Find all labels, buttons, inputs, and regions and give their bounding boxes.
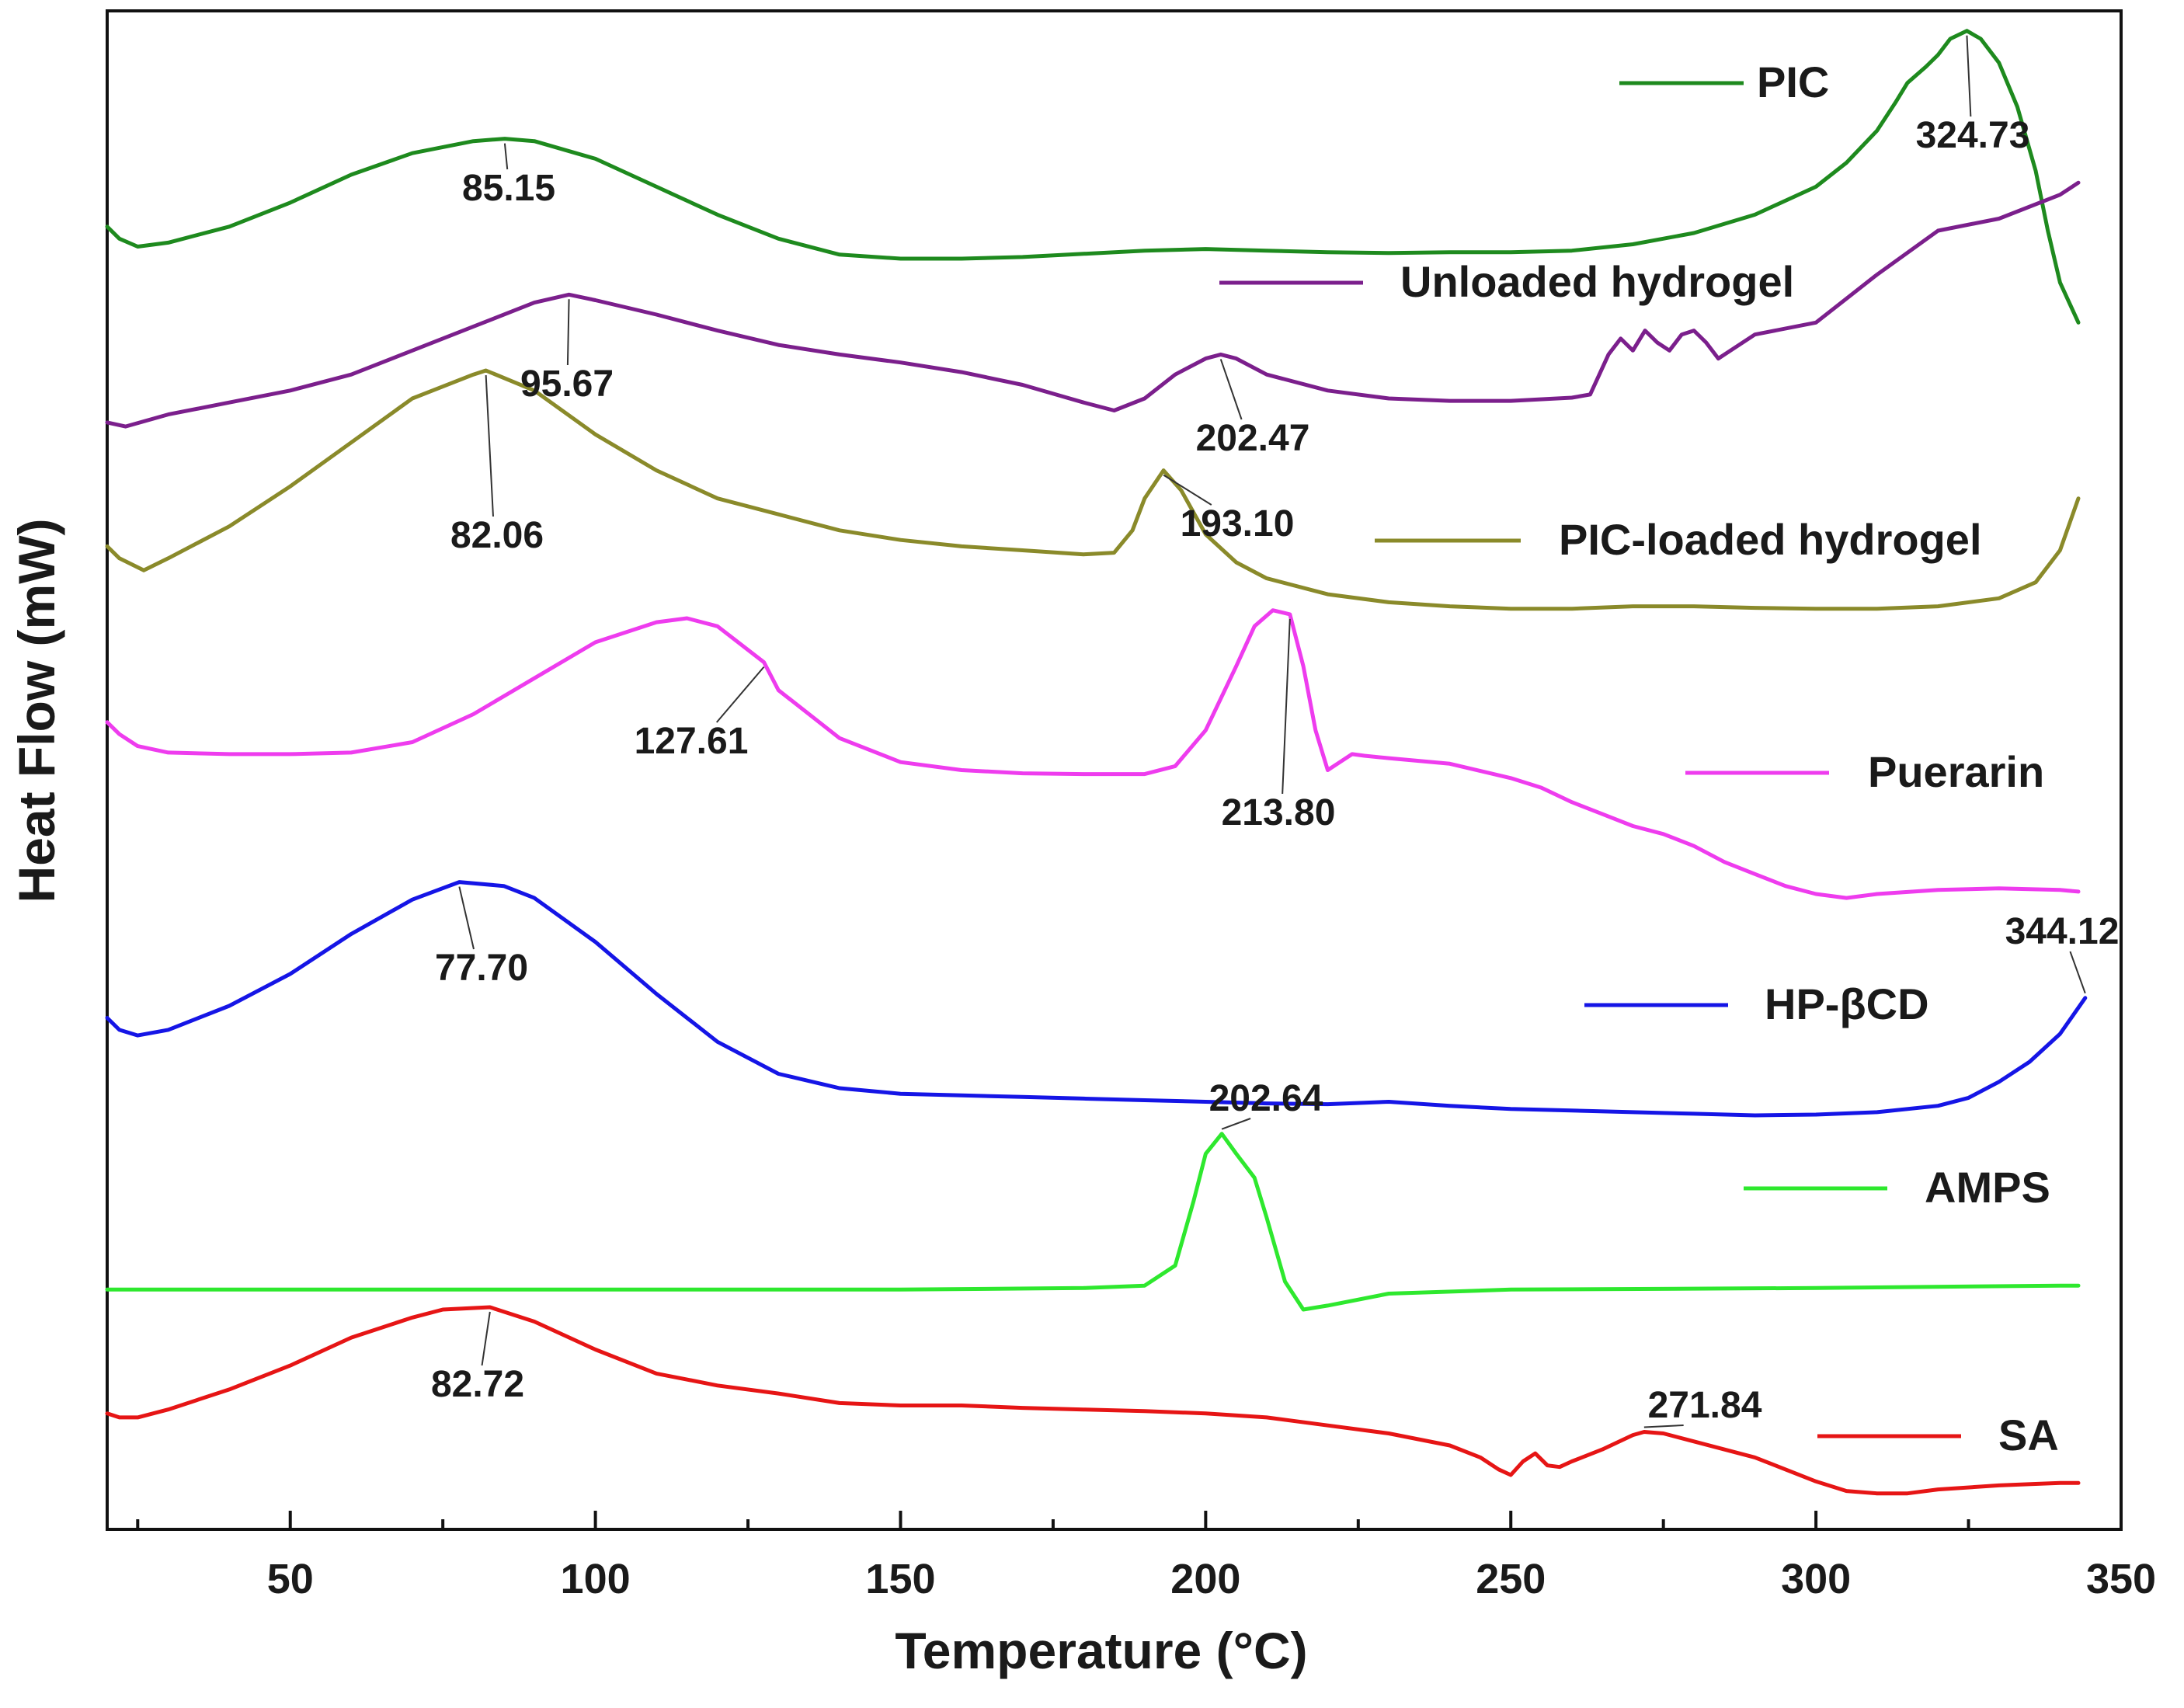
x-tick-label-250: 250 [1476, 1556, 1546, 1602]
peak-leader-82-72 [481, 1311, 491, 1366]
peak-label-85-15: 85.15 [462, 168, 555, 209]
peak-leader-193-10 [1163, 474, 1212, 506]
x-axis: 50 100 150 200 250 300 350 [136, 1511, 2156, 1602]
plot-frame [106, 9, 2123, 1531]
peak-leader-202-47 [1219, 359, 1243, 420]
x-tick-label-100: 100 [561, 1556, 631, 1602]
annotation-layer: 85.15 324.73 95.67 202.47 82.06 193.10 127.61 2… [431, 35, 2120, 1428]
peak-label-82-72: 82.72 [431, 1364, 524, 1405]
x-tick-label-200: 200 [1170, 1556, 1240, 1602]
series-line-pic [105, 29, 2081, 325]
peak-leader-213-80 [1282, 618, 1291, 795]
series-line-amps [105, 1132, 2081, 1312]
series-line-sa [105, 1305, 2081, 1496]
x-tick-label-350: 350 [2086, 1556, 2156, 1602]
peak-label-271-84: 271.84 [1648, 1385, 1762, 1426]
peak-label-324-73: 324.73 [1916, 115, 2030, 156]
peak-label-202-47: 202.47 [1196, 418, 1310, 459]
peak-label-193-10: 193.10 [1181, 503, 1295, 544]
peak-label-95-67: 95.67 [520, 364, 614, 405]
series-line-unloaded-hydrogel [105, 180, 2081, 429]
series-line-puerarin [105, 608, 2081, 900]
peak-leader-82-06 [485, 374, 494, 517]
peak-label-202-64: 202.64 [1209, 1078, 1323, 1119]
legend-label-amps: AMPS [1925, 1163, 2050, 1212]
x-tick-label-50: 50 [267, 1556, 314, 1602]
legend-label-pic-loaded-hydrogel: PIC-loaded hydrogel [1559, 515, 1982, 564]
legend-label-unloaded-hydrogel: Unloaded hydrogel [1400, 257, 1794, 306]
legend-label-sa: SA [1998, 1411, 2059, 1459]
peak-leader-127-61 [715, 666, 765, 723]
peak-label-213-80: 213.80 [1222, 792, 1336, 833]
x-tick-label-300: 300 [1781, 1556, 1851, 1602]
peak-leader-77-70 [458, 886, 475, 950]
legend-label-hp-cd: HP-βCD [1765, 979, 1929, 1028]
peak-leader-95-67 [566, 299, 570, 366]
peak-label-82-06: 82.06 [450, 515, 544, 556]
y-axis-title: Heat Flow (mW) [8, 519, 65, 903]
series-line-hp-cd [105, 880, 2088, 1118]
series-layer [105, 29, 2088, 1496]
peak-leader-324-73 [1966, 35, 1972, 117]
x-axis-title: Temperature (°C) [895, 1622, 1307, 1679]
peak-leader-85-15 [503, 143, 509, 170]
peak-leader-202-64 [1221, 1118, 1251, 1130]
peak-label-344-12: 344.12 [2005, 911, 2120, 952]
peak-label-77-70: 77.70 [435, 948, 528, 989]
peak-leader-344-12 [2069, 951, 2086, 994]
x-tick-label-150: 150 [865, 1556, 935, 1602]
series-line-pic-loaded-hydrogel [105, 368, 2081, 611]
legend-label-pic: PIC [1757, 57, 1829, 106]
legend-layer: PIC Unloaded hydrogel PIC-loaded hydrogel P… [1219, 57, 2059, 1459]
peak-label-127-61: 127.61 [635, 721, 749, 762]
peak-leader-271-84 [1643, 1424, 1684, 1428]
legend-label-puerarin: Puerarin [1868, 747, 2044, 796]
